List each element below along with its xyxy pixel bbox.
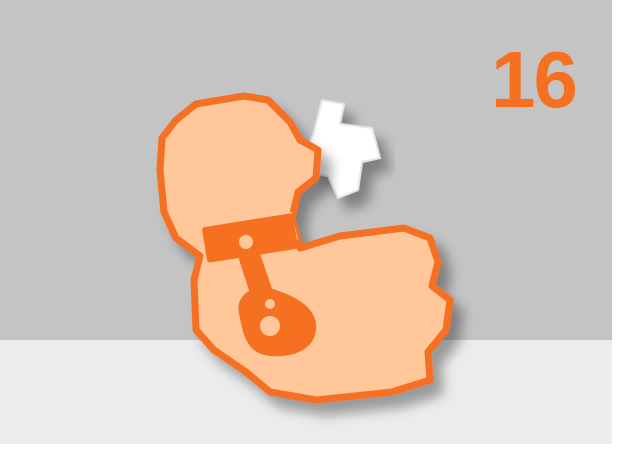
crankshaft (238, 287, 317, 357)
engine-piston-icon (156, 92, 454, 404)
page-background (0, 444, 618, 476)
level-number: 16 (491, 35, 578, 124)
piston-head (202, 213, 298, 263)
engine-body (156, 92, 454, 404)
level-tile[interactable]: 16 (0, 0, 612, 444)
